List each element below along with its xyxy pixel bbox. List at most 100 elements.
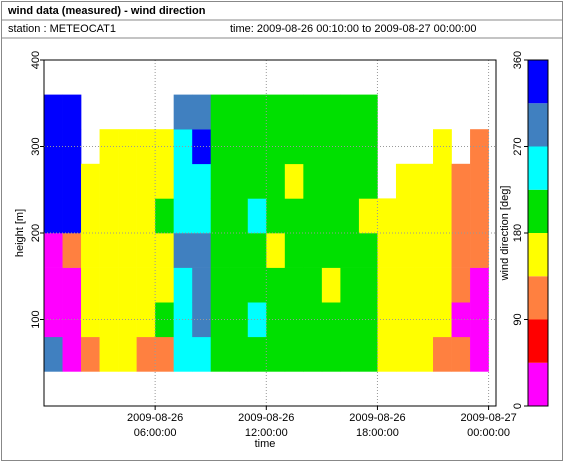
cell (470, 163, 489, 199)
cell (395, 267, 415, 303)
cell (284, 302, 304, 338)
cell (81, 163, 100, 199)
period: time: 2009-08-26 00:10:00 to 2009-08-27 … (230, 23, 476, 35)
cell (266, 267, 286, 303)
cell (395, 302, 415, 338)
cell (284, 198, 304, 234)
cell (99, 129, 119, 165)
x-tick-label: 2009-08-26 18:00:00 (349, 412, 405, 439)
cell (433, 233, 452, 268)
cell (81, 336, 100, 372)
cell (470, 233, 489, 268)
cell (192, 302, 212, 338)
cell (210, 267, 230, 303)
cell (395, 336, 415, 372)
cell (136, 233, 156, 268)
cell (192, 198, 212, 234)
cell (451, 233, 471, 268)
cell (118, 233, 137, 268)
cell (192, 233, 212, 268)
cell (303, 198, 323, 234)
cell (210, 302, 230, 338)
cell (247, 94, 267, 130)
colorbar-tick-label: 270 (512, 137, 524, 155)
colorbar-tick-label: 360 (512, 51, 524, 69)
cell (118, 336, 137, 372)
cell (62, 94, 82, 130)
cell (377, 233, 397, 268)
cell (358, 198, 378, 234)
cell (414, 336, 434, 372)
y-tick-label: 200 (30, 224, 42, 242)
cell (210, 233, 230, 268)
cell (173, 233, 193, 268)
cell (303, 163, 323, 199)
colorbar-tick-label: 180 (512, 224, 524, 242)
cell (340, 302, 360, 338)
cell (173, 94, 193, 130)
colorbar-swatch (528, 60, 548, 104)
cell (395, 233, 415, 268)
cell (136, 163, 156, 199)
cell (229, 198, 249, 234)
cell (173, 198, 193, 234)
x-tick-label: 2009-08-26 06:00:00 (127, 412, 183, 439)
cell (44, 198, 63, 234)
cell (44, 336, 63, 372)
cell (229, 233, 249, 268)
cell (395, 198, 415, 234)
cell (284, 94, 304, 130)
cell (62, 233, 82, 268)
cell (210, 198, 230, 234)
cell (44, 94, 63, 130)
cell (62, 163, 82, 199)
cell (210, 94, 230, 130)
cell (321, 302, 341, 338)
cell (99, 163, 119, 199)
cell (247, 198, 267, 234)
cell (192, 129, 212, 165)
y-tick-label: 400 (30, 51, 42, 69)
cell (62, 267, 82, 303)
cell (340, 336, 360, 372)
cell (62, 336, 82, 372)
cell (340, 233, 360, 268)
colorbar-swatch (528, 233, 548, 277)
cell (451, 163, 471, 199)
cell (173, 302, 193, 338)
cell (321, 198, 341, 234)
cell (284, 129, 304, 165)
cell (173, 267, 193, 303)
cell (451, 198, 471, 234)
cell (358, 163, 378, 199)
cell (377, 267, 397, 303)
cell (321, 129, 341, 165)
cell (377, 336, 397, 372)
cell (99, 198, 119, 234)
cell (118, 302, 137, 338)
x-tick-label: 2009-08-27 00:00:00 (460, 412, 516, 439)
cell (358, 233, 378, 268)
cell (136, 198, 156, 234)
colorbar-swatch (528, 189, 548, 233)
cell (303, 233, 323, 268)
cell (414, 233, 434, 268)
cell (303, 267, 323, 303)
cell (266, 336, 286, 372)
cell (321, 163, 341, 199)
cell (210, 129, 230, 165)
cell (229, 267, 249, 303)
cell (192, 163, 212, 199)
cell (321, 267, 341, 303)
cell (229, 129, 249, 165)
y-axis-label: height [m] (14, 209, 26, 257)
y-tick-label: 300 (30, 137, 42, 155)
cell (136, 267, 156, 303)
cell (192, 267, 212, 303)
colorbar-swatch (528, 103, 548, 147)
cell (451, 336, 471, 372)
cell (395, 163, 415, 199)
colorbar-label: wind direction [deg] (499, 186, 511, 282)
cell (229, 336, 249, 372)
y-tick-label: 100 (30, 310, 42, 328)
